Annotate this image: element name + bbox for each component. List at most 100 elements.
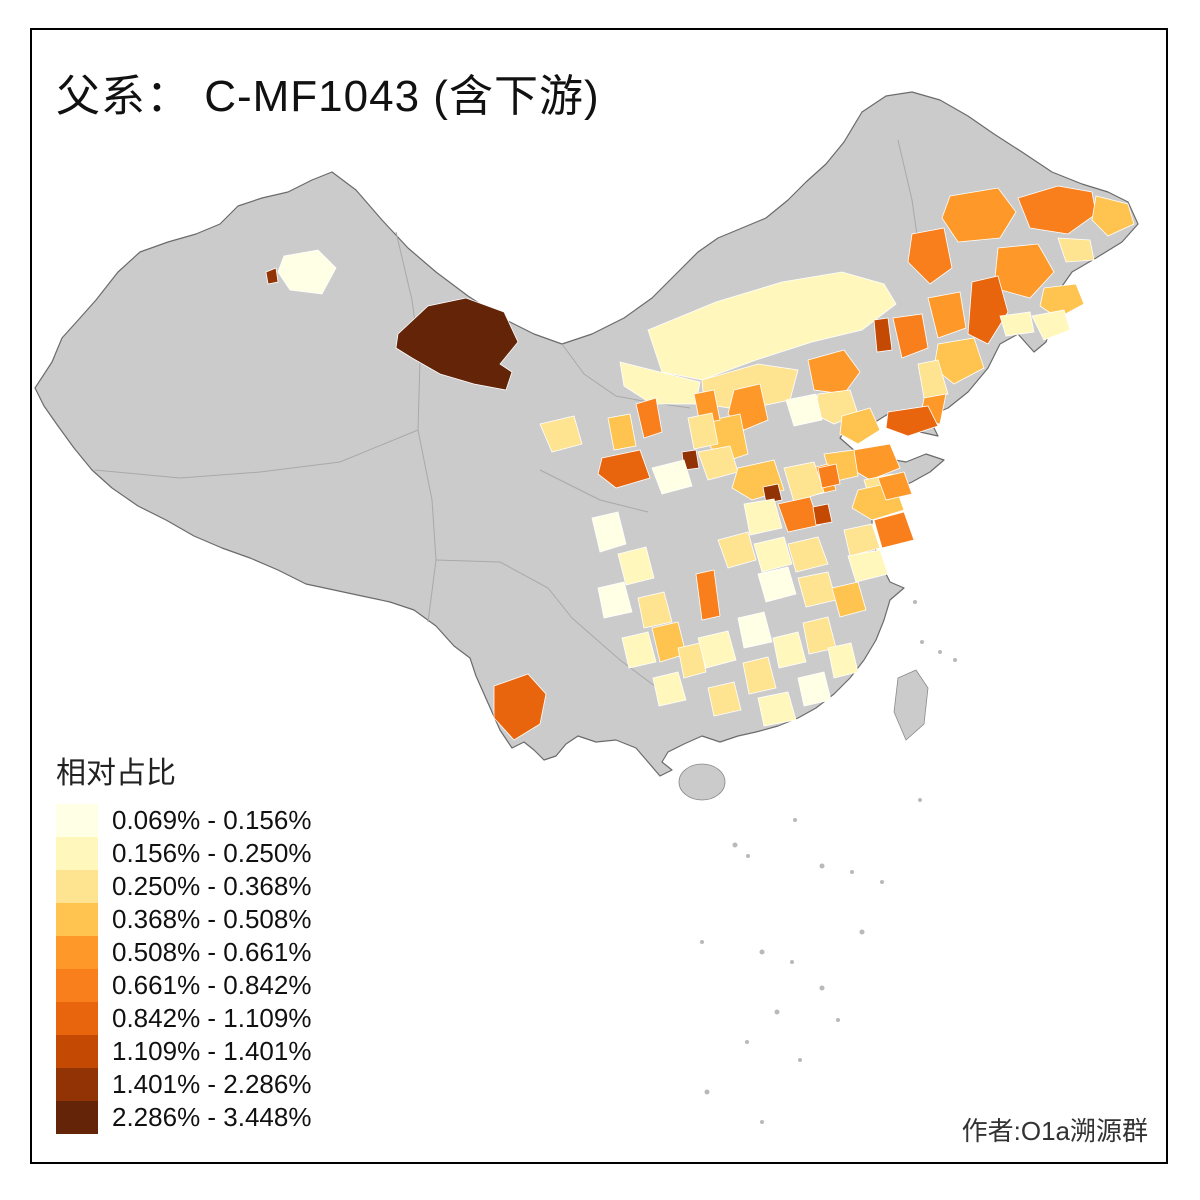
map-region (647, 271, 897, 381)
map-region (777, 496, 821, 533)
map-region (695, 569, 721, 621)
map-region (907, 227, 953, 285)
map-region (591, 511, 627, 553)
attribution: 作者:O1a溯源群 (961, 1116, 1148, 1146)
map-region (637, 591, 673, 629)
legend-label: 0.842% - 1.109% (112, 1003, 312, 1033)
map-region (847, 549, 889, 583)
map-title: 父系： C-MF1043 (含下游) (56, 72, 600, 121)
map-region (917, 359, 949, 399)
legend-row: 0.368% - 0.508% (56, 903, 311, 936)
legend-rows: 0.069% - 0.156% 0.156% - 0.250% 0.250% - 0… (56, 804, 311, 1134)
map-region (493, 673, 547, 741)
map-region (687, 412, 719, 450)
map-region (827, 642, 859, 679)
map-region (885, 405, 939, 437)
legend-label: 0.156% - 0.250% (112, 838, 312, 868)
map-region (635, 397, 663, 439)
map-region (652, 671, 687, 707)
legend-row: 0.250% - 0.368% (56, 870, 311, 903)
legend-swatch (56, 1035, 98, 1068)
taiwan-island (893, 669, 929, 741)
offshore-islands (678, 600, 957, 1124)
legend-row: 0.069% - 0.156% (56, 804, 311, 837)
map-region (737, 611, 773, 649)
map-region (843, 523, 881, 557)
map-region (941, 187, 1017, 243)
map-region (1057, 237, 1095, 263)
map-region (697, 630, 737, 669)
region-layer (265, 185, 1135, 741)
map-region (772, 631, 807, 669)
legend-label: 1.401% - 2.286% (112, 1069, 312, 1099)
legend-label: 0.250% - 0.368% (112, 871, 312, 901)
map-region (597, 581, 633, 619)
legend-swatch (56, 903, 98, 936)
map-region (607, 413, 637, 451)
legend-label: 0.661% - 0.842% (112, 970, 312, 1000)
legend-row: 2.286% - 3.448% (56, 1101, 311, 1134)
legend-swatch (56, 804, 98, 837)
map-region (265, 267, 279, 285)
legend-row: 0.661% - 0.842% (56, 969, 311, 1002)
legend-label: 0.368% - 0.508% (112, 904, 312, 934)
map-region (967, 275, 1009, 345)
legend: 相对占比 0.069% - 0.156% 0.156% - 0.250% 0.250… (56, 748, 311, 1134)
legend-label: 1.109% - 1.401% (112, 1036, 312, 1066)
legend-label: 0.069% - 0.156% (112, 805, 312, 835)
map-region (873, 317, 893, 353)
map-region (877, 471, 913, 501)
legend-swatch (56, 1068, 98, 1101)
map-region (797, 671, 832, 707)
map-region (743, 498, 783, 536)
legend-label: 0.508% - 0.661% (112, 937, 312, 967)
legend-row: 0.156% - 0.250% (56, 837, 311, 870)
legend-swatch (56, 870, 98, 903)
map-region (831, 581, 867, 618)
map-region (753, 536, 793, 573)
province-borders (94, 139, 919, 691)
map-region (597, 449, 651, 489)
map-region (757, 566, 797, 603)
map-region (812, 503, 833, 526)
map-region (539, 415, 583, 453)
map-region (892, 313, 929, 359)
south-china-sea-islets (700, 600, 957, 1124)
map-region (617, 546, 655, 586)
map-region (757, 691, 797, 727)
map-region (651, 459, 693, 495)
map-region (839, 407, 881, 445)
map-region (787, 536, 829, 573)
map-region (807, 349, 861, 395)
legend-swatch (56, 1101, 98, 1134)
map-region (621, 631, 657, 669)
map-region (873, 511, 915, 549)
map-region (395, 297, 519, 391)
legend-row: 1.109% - 1.401% (56, 1035, 311, 1068)
legend-swatch (56, 1002, 98, 1035)
map-region (1039, 283, 1085, 319)
map-region (999, 311, 1035, 337)
map-region (1091, 195, 1135, 237)
map-region (277, 249, 337, 295)
map-region (762, 483, 783, 504)
map-region (677, 642, 707, 679)
legend-label: 2.286% - 3.448% (112, 1102, 312, 1132)
map-region (717, 531, 757, 569)
map-region (785, 393, 823, 427)
legend-swatch (56, 837, 98, 870)
plot-border (30, 28, 1168, 1164)
map-region (707, 681, 742, 717)
legend-swatch (56, 936, 98, 969)
map-region (1031, 309, 1071, 341)
legend-swatch (56, 969, 98, 1002)
legend-row: 1.401% - 2.286% (56, 1068, 311, 1101)
map-region (742, 656, 777, 695)
legend-row: 0.842% - 1.109% (56, 1002, 311, 1035)
hainan-island (678, 763, 726, 801)
legend-row: 0.508% - 0.661% (56, 936, 311, 969)
map-region (783, 461, 825, 503)
map-region (927, 291, 967, 339)
map-region (817, 463, 841, 489)
